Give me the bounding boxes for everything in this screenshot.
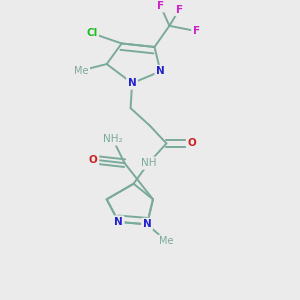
- Text: N: N: [128, 78, 136, 88]
- Text: NH: NH: [141, 158, 156, 168]
- Text: Cl: Cl: [86, 28, 98, 38]
- Text: O: O: [89, 154, 98, 165]
- Text: F: F: [157, 1, 164, 11]
- Text: F: F: [176, 4, 183, 15]
- Text: N: N: [156, 66, 165, 76]
- Text: O: O: [188, 138, 196, 148]
- Text: Me: Me: [74, 65, 88, 76]
- Text: N: N: [142, 219, 152, 229]
- Text: Me: Me: [159, 236, 174, 246]
- Text: NH₂: NH₂: [103, 134, 122, 144]
- Text: F: F: [193, 26, 200, 36]
- Text: N: N: [114, 217, 123, 227]
